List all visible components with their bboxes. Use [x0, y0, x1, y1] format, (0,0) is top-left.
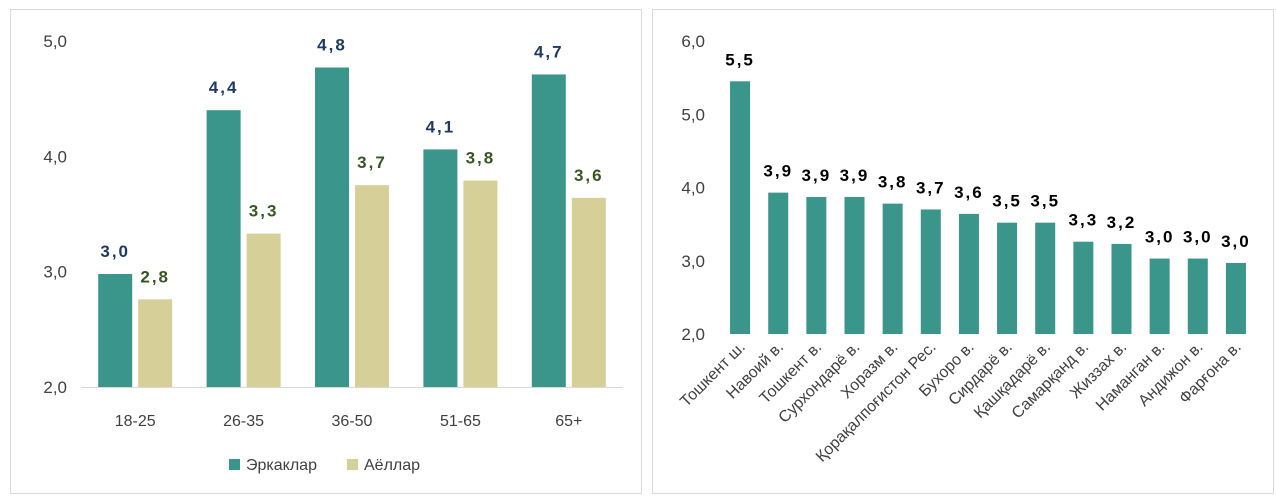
women-data-label: 3,7	[357, 153, 387, 172]
y-tick-label: 4,0	[43, 147, 67, 166]
region-bar	[1225, 262, 1246, 334]
y-tick-label: 6,0	[681, 32, 705, 51]
region-bar	[1035, 222, 1056, 334]
y-tick-label: 3,0	[43, 263, 67, 282]
region-chart-panel: 2,0 3,0 4,0 5,0 6,0 5,5 Тошкент ш. 3,9 Навоий в.…	[652, 9, 1274, 494]
region-bar	[768, 192, 789, 334]
legend-swatch-men	[229, 459, 240, 470]
x-category-label: 26-35	[223, 413, 264, 430]
age-gender-chart-panel: 2,0 3,0 4,0 5,0 18-25 3,0 2,8 26-35 4,4 3,3 36-50 4…	[10, 9, 642, 494]
region-bar	[844, 197, 865, 334]
region-data-label: 3,8	[878, 173, 908, 192]
region-bar	[806, 197, 827, 334]
y-tick-label: 2,0	[43, 378, 67, 397]
men-bar	[98, 273, 133, 387]
y-tick-label: 5,0	[681, 105, 705, 124]
region-data-label: 5,5	[725, 50, 755, 69]
region-bar	[730, 81, 751, 334]
y-tick-label: 2,0	[681, 325, 705, 344]
region-bar	[920, 209, 941, 334]
region-bar	[958, 213, 979, 334]
women-bar	[246, 233, 281, 387]
men-bar	[315, 67, 349, 387]
region-data-label: 3,2	[1107, 213, 1137, 232]
y-tick-label: 5,0	[43, 32, 67, 51]
region-data-label: 3,0	[1183, 228, 1213, 247]
x-category-label: 51-65	[440, 413, 481, 430]
region-bar	[1111, 243, 1132, 334]
women-data-label: 3,8	[466, 149, 496, 168]
region-bar	[997, 222, 1018, 334]
women-bar	[463, 180, 498, 387]
x-category-label: 65+	[555, 413, 582, 430]
women-data-label: 3,3	[249, 202, 279, 221]
women-bar	[571, 197, 606, 387]
region-data-label: 3,9	[802, 166, 832, 185]
region-data-label: 3,6	[954, 183, 984, 202]
women-data-label: 3,6	[574, 166, 604, 185]
men-bar	[531, 74, 566, 388]
region-bar	[1073, 241, 1094, 334]
region-data-label: 3,5	[992, 192, 1022, 211]
age-gender-chart: 2,0 3,0 4,0 5,0 18-25 3,0 2,8 26-35 4,4 3,3 36-50 4…	[43, 32, 623, 474]
x-category-label: 36-50	[332, 413, 373, 430]
y-tick-label: 3,0	[681, 252, 705, 271]
men-bar	[423, 149, 458, 387]
men-data-label: 4,4	[209, 78, 239, 97]
women-bar	[138, 299, 173, 387]
region-data-label: 3,7	[916, 178, 946, 197]
region-data-label: 3,9	[763, 162, 793, 181]
legend-label-women: Аёллар	[364, 457, 420, 474]
region-data-label: 3,3	[1069, 211, 1099, 230]
x-category-label: 18-25	[115, 413, 156, 430]
region-data-label: 3,0	[1145, 228, 1175, 247]
men-bar	[206, 110, 241, 387]
women-data-label: 2,8	[140, 267, 170, 286]
y-tick-label: 4,0	[681, 179, 705, 198]
men-data-label: 3,0	[100, 242, 130, 261]
region-bar	[1149, 258, 1170, 334]
legend-swatch-women	[347, 459, 358, 470]
region-bar	[882, 203, 903, 334]
men-data-label: 4,7	[534, 42, 564, 61]
women-bar	[355, 185, 389, 387]
region-data-label: 3,0	[1221, 232, 1251, 251]
men-data-label: 4,1	[426, 117, 456, 136]
region-bar	[1187, 258, 1208, 334]
men-data-label: 4,8	[317, 36, 347, 55]
region-data-label: 3,5	[1030, 192, 1060, 211]
region-data-label: 3,9	[840, 166, 870, 185]
legend-label-men: Эркаклар	[246, 457, 317, 474]
